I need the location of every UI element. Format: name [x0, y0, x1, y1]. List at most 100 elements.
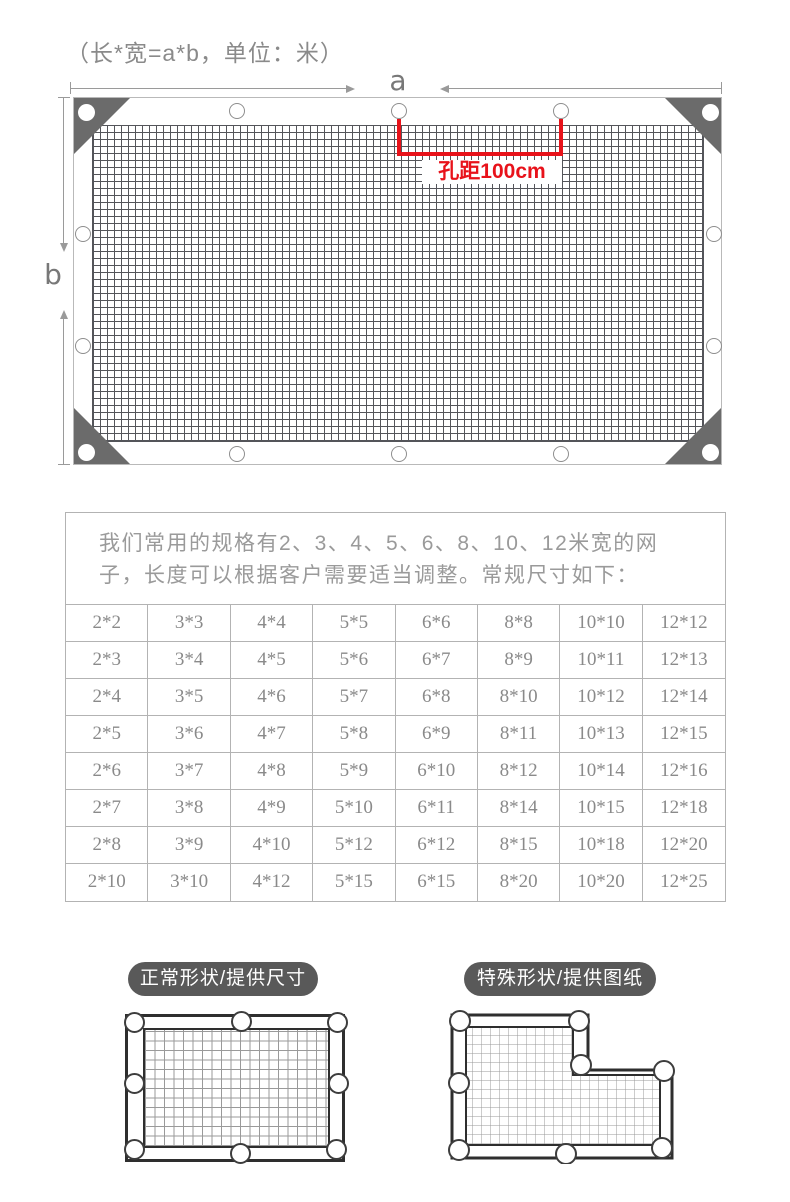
- normal-shape-diagram: [124, 1011, 349, 1164]
- size-cell: 2*10: [66, 863, 149, 901]
- lshape-mesh: [465, 1026, 661, 1146]
- grommet: [702, 444, 719, 461]
- grommet: [706, 338, 722, 354]
- size-table: 2*2 3*3 4*4 5*5 6*6 8*8 10*10 12*12 2*3 3*4 4*5 5*6…: [66, 604, 725, 901]
- grommet: [553, 446, 569, 462]
- size-cell: 6*15: [396, 863, 478, 901]
- grommet: [553, 103, 569, 119]
- size-cell: 8*20: [478, 863, 561, 901]
- arrow-up-icon: [60, 310, 68, 319]
- size-cell: 3*8: [148, 789, 231, 827]
- size-cell: 3*5: [148, 678, 231, 716]
- size-cell: 2*2: [66, 604, 149, 642]
- size-cell: 4*7: [230, 715, 314, 753]
- dim-a-tick-right: [721, 82, 722, 94]
- size-cell: 12*14: [642, 679, 725, 716]
- grommet: [78, 104, 95, 121]
- size-cell: 6*7: [395, 641, 478, 679]
- grommet: [230, 1143, 251, 1164]
- grommet: [391, 103, 407, 119]
- size-cell: 5*6: [313, 641, 396, 679]
- dim-a-label: a: [389, 64, 407, 97]
- size-cell: 8*8: [477, 604, 561, 642]
- dim-a-line-right: [448, 88, 722, 89]
- size-cell: 4*12: [231, 863, 314, 901]
- size-cell: 10*14: [560, 752, 643, 790]
- arrow-right-icon: [346, 85, 355, 93]
- size-cell: 10*20: [560, 863, 643, 901]
- size-cell: 12*20: [642, 827, 725, 864]
- size-cell: 3*7: [148, 752, 231, 790]
- size-cell: 5*5: [313, 604, 396, 642]
- spec-table-section: 我们常用的规格有2、3、4、5、6、8、10、12米宽的网 子，长度可以根据客户…: [65, 512, 726, 902]
- size-cell: 8*15: [477, 826, 561, 864]
- size-cell: 4*10: [230, 826, 314, 864]
- special-shape-badge: 特殊形状/提供图纸: [464, 962, 656, 996]
- size-cell: 3*3: [148, 604, 231, 642]
- grommet: [75, 226, 91, 242]
- size-cell: 3*10: [148, 863, 231, 901]
- size-cell: 12*18: [642, 790, 725, 827]
- spec-intro-line1: 我们常用的规格有2、3、4、5、6、8、10、12米宽的网: [99, 532, 659, 555]
- size-cell: 5*12: [313, 826, 396, 864]
- size-cell: 3*9: [148, 826, 231, 864]
- net-diagram: 孔距100cm: [73, 97, 722, 465]
- size-cell: 2*8: [66, 826, 149, 864]
- size-cell: 6*9: [395, 715, 478, 753]
- size-cell: 10*13: [560, 715, 643, 753]
- normal-shape-badge: 正常形状/提供尺寸: [128, 962, 318, 996]
- mesh-grid: [92, 125, 704, 442]
- size-cell: 4*5: [230, 641, 314, 679]
- dim-b-tick-bottom: [58, 464, 70, 465]
- size-cell: 2*6: [66, 752, 149, 790]
- dim-b-line-bottom: [63, 318, 64, 464]
- size-cell: 4*8: [230, 752, 314, 790]
- size-cell: 10*11: [560, 641, 643, 679]
- spec-intro-line2: 子，长度可以根据客户需要适当调整。常规尺寸如下：: [99, 563, 639, 587]
- size-cell: 2*7: [66, 789, 149, 827]
- grommet: [124, 1139, 145, 1160]
- size-cell: 2*5: [66, 715, 149, 753]
- size-cell: 6*6: [395, 604, 478, 642]
- grommet: [391, 446, 407, 462]
- size-cell: 4*6: [230, 678, 314, 716]
- size-formula-note: （长*宽=a*b，单位：米）: [66, 40, 344, 66]
- size-cell: 5*10: [313, 789, 396, 827]
- size-cell: 8*11: [477, 715, 561, 753]
- size-cell: 5*8: [313, 715, 396, 753]
- size-cell: 2*3: [66, 641, 149, 679]
- grommet: [229, 103, 245, 119]
- grommet: [75, 338, 91, 354]
- dim-a-line-left: [70, 88, 347, 89]
- size-cell: 10*18: [560, 826, 643, 864]
- mini-mesh-grid: [143, 1028, 330, 1148]
- size-cell: 8*12: [477, 752, 561, 790]
- size-cell: 8*10: [477, 678, 561, 716]
- grommet: [706, 226, 722, 242]
- grommet: [327, 1012, 348, 1033]
- grommet: [702, 104, 719, 121]
- grommet: [326, 1139, 347, 1160]
- size-cell: 6*12: [395, 826, 478, 864]
- grommet: [78, 444, 95, 461]
- size-cell: 4*4: [230, 604, 314, 642]
- size-cell: 10*12: [560, 678, 643, 716]
- size-cell: 12*15: [642, 716, 725, 753]
- lshape-grommets: [448, 1010, 675, 1164]
- grommet: [328, 1073, 349, 1094]
- dim-b-tick-top: [58, 97, 70, 98]
- size-cell: 6*10: [395, 752, 478, 790]
- arrow-down-icon: [60, 243, 68, 252]
- hole-spacing-bracket: [397, 119, 563, 156]
- size-cell: 12*25: [660, 870, 708, 892]
- size-cell: 2*4: [66, 678, 149, 716]
- grommet: [229, 446, 245, 462]
- size-cell: 10*15: [560, 789, 643, 827]
- dim-b-label: b: [44, 258, 62, 291]
- size-cell: 12*12: [642, 605, 725, 642]
- size-cell: 5*15: [313, 863, 396, 901]
- size-cell: 5*7: [313, 678, 396, 716]
- size-cell: 6*11: [395, 789, 478, 827]
- special-shape-diagram: [448, 1010, 675, 1164]
